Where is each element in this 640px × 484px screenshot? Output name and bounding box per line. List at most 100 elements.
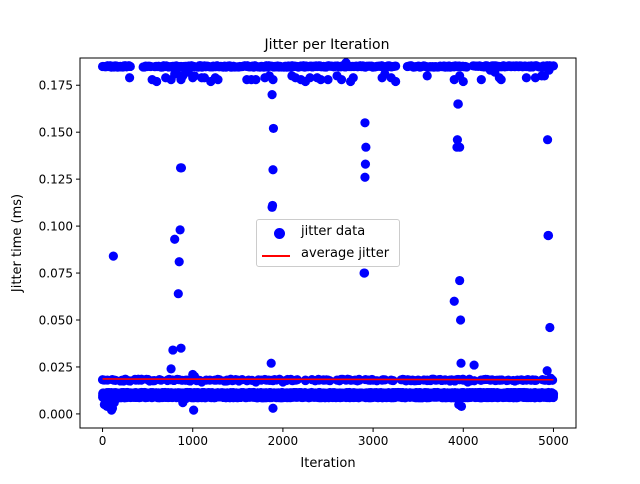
data-point [108,251,118,261]
x-tick-label: 0 [99,434,107,448]
data-point [453,99,463,109]
data-point [268,403,278,413]
chart-title: Jitter per Iteration [264,37,390,53]
x-tick-label: 4000 [448,434,479,448]
data-point [269,375,279,385]
data-point [449,296,459,306]
plot-area [97,58,559,415]
data-point [452,135,463,145]
data-point [496,75,506,85]
data-point [156,375,166,385]
data-point [152,76,162,87]
data-point [544,65,554,75]
data-point [545,322,555,333]
y-tick-label: 0.150 [39,126,73,140]
data-point [391,76,401,87]
y-tick-label: 0.025 [39,360,73,374]
data-point [176,163,187,173]
average-jitter-line [102,378,554,381]
data-point [125,73,135,83]
data-point [456,358,466,368]
data-point [266,358,276,368]
chart-legend: jitter data average jitter [256,219,400,267]
data-point [360,159,371,169]
x-axis: 0 1000 2000 3000 4000 5000 [99,428,569,448]
data-point [180,394,191,404]
data-point [222,375,232,385]
legend-marker-line [262,255,290,257]
data-point [422,71,432,81]
data-point [455,315,466,325]
legend-label-average-jitter: average jitter [301,246,390,261]
data-point [543,230,554,241]
data-point [455,142,465,152]
y-axis: 0.000 0.025 0.050 0.075 0.100 0.125 0.150 0.175 [39,79,80,421]
x-tick-label: 1000 [177,434,208,448]
data-point [521,73,532,83]
data-point [173,289,183,299]
data-point [213,75,223,85]
data-point [215,375,225,385]
data-point [189,405,199,415]
legend-item-jitter-data: jitter data [257,222,399,242]
y-tick-label: 0.175 [39,79,73,93]
data-point [267,200,278,211]
data-point [359,268,370,278]
data-point [463,377,473,387]
x-axis-label: Iteration [300,456,355,471]
data-point [136,375,146,385]
data-point [542,135,553,145]
data-point [360,118,370,128]
data-point [168,345,178,355]
data-point [233,375,243,385]
data-point [455,275,465,286]
data-point [360,172,370,182]
y-tick-label: 0.000 [39,407,73,421]
data-point [361,142,371,152]
y-tick-label: 0.100 [39,220,73,234]
x-tick-label: 5000 [538,434,569,448]
data-point [109,375,119,385]
data-point [251,75,261,85]
y-tick-label: 0.050 [39,314,73,328]
data-point [170,234,180,244]
data-point [125,61,135,72]
data-point [174,257,184,267]
data-point [305,73,315,83]
data-point [476,75,486,85]
data-point [316,75,326,85]
data-point [171,65,182,75]
legend-marker-scatter [274,228,285,239]
data-point [244,375,254,385]
data-point [175,225,185,235]
data-point [548,389,559,399]
y-tick-label: 0.075 [39,267,73,281]
data-point [323,75,333,85]
y-axis-label: Jitter time (ms) [10,194,25,293]
data-point [166,364,176,374]
data-point [256,375,266,385]
y-tick-label: 0.125 [39,173,73,187]
data-point [268,165,278,175]
data-point [542,366,552,376]
data-point [162,375,173,385]
data-point [267,90,277,100]
data-point [456,401,467,411]
data-point [458,76,468,87]
data-point [176,343,186,353]
data-point [109,398,119,408]
data-point [348,73,358,83]
data-point [268,75,278,85]
data-point [287,375,297,385]
legend-item-average-jitter: average jitter [257,244,399,264]
data-point [336,75,347,85]
data-point [469,360,479,370]
data-point [341,58,351,68]
legend-label-jitter-data: jitter data [301,224,366,239]
x-tick-label: 2000 [268,434,299,448]
data-point [268,123,279,134]
data-point [391,61,401,71]
axes-frame [79,57,577,429]
